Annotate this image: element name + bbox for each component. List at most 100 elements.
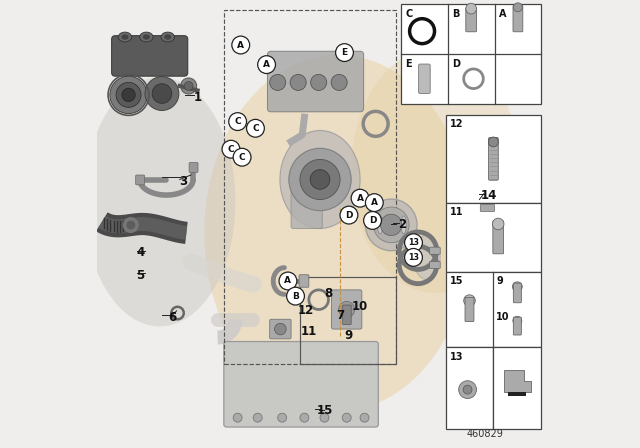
Circle shape <box>466 3 477 14</box>
Circle shape <box>289 148 351 211</box>
Circle shape <box>300 413 309 422</box>
Circle shape <box>404 249 422 266</box>
Text: 11: 11 <box>450 207 463 217</box>
Ellipse shape <box>204 55 472 411</box>
FancyBboxPatch shape <box>111 36 188 76</box>
Text: 8: 8 <box>324 287 332 300</box>
FancyBboxPatch shape <box>488 138 499 180</box>
Text: E: E <box>341 48 348 57</box>
Circle shape <box>253 413 262 422</box>
Text: A: A <box>284 276 291 285</box>
Text: A: A <box>499 9 506 19</box>
Text: A: A <box>371 198 378 207</box>
Text: 12: 12 <box>298 304 314 317</box>
Circle shape <box>258 56 275 73</box>
Bar <box>224 10 396 364</box>
Text: 12: 12 <box>450 119 463 129</box>
Text: 4: 4 <box>136 246 145 259</box>
Ellipse shape <box>140 32 153 42</box>
Text: 3: 3 <box>179 175 187 188</box>
FancyBboxPatch shape <box>513 5 523 32</box>
Text: C: C <box>234 117 241 126</box>
FancyBboxPatch shape <box>299 275 309 287</box>
Circle shape <box>145 77 179 111</box>
Text: C: C <box>228 145 234 154</box>
FancyBboxPatch shape <box>465 297 474 322</box>
Text: E: E <box>406 59 412 69</box>
Circle shape <box>339 302 355 318</box>
Text: 6: 6 <box>168 311 176 324</box>
Text: D: D <box>369 216 376 225</box>
Text: 13: 13 <box>408 238 419 247</box>
Text: A: A <box>237 40 244 50</box>
Circle shape <box>335 44 353 61</box>
Ellipse shape <box>122 34 129 40</box>
Circle shape <box>180 78 196 94</box>
Ellipse shape <box>280 130 360 228</box>
Text: 15: 15 <box>450 276 463 286</box>
Circle shape <box>463 385 472 394</box>
Circle shape <box>351 189 369 207</box>
Circle shape <box>110 76 147 114</box>
Ellipse shape <box>143 34 150 40</box>
Circle shape <box>233 148 251 166</box>
FancyBboxPatch shape <box>268 51 364 112</box>
Text: C: C <box>252 124 259 133</box>
Text: B: B <box>452 9 460 19</box>
Circle shape <box>340 206 358 224</box>
Circle shape <box>122 88 135 102</box>
FancyBboxPatch shape <box>269 319 291 339</box>
Circle shape <box>331 74 347 90</box>
Circle shape <box>228 113 246 130</box>
Text: 9: 9 <box>496 276 503 286</box>
FancyBboxPatch shape <box>513 317 522 335</box>
Circle shape <box>310 170 330 189</box>
Ellipse shape <box>401 216 406 234</box>
Text: 460829: 460829 <box>467 429 503 439</box>
FancyBboxPatch shape <box>224 341 378 427</box>
Text: 10: 10 <box>496 312 509 322</box>
Text: C: C <box>406 9 413 19</box>
Ellipse shape <box>413 235 440 280</box>
Circle shape <box>287 287 305 305</box>
Bar <box>401 4 541 104</box>
Ellipse shape <box>467 184 490 224</box>
FancyBboxPatch shape <box>493 221 504 254</box>
Circle shape <box>373 207 409 243</box>
Circle shape <box>310 74 326 90</box>
FancyBboxPatch shape <box>332 290 362 329</box>
Ellipse shape <box>351 48 520 293</box>
FancyBboxPatch shape <box>429 247 440 254</box>
Ellipse shape <box>84 77 236 327</box>
Text: 1: 1 <box>194 90 202 103</box>
Circle shape <box>184 82 193 90</box>
FancyBboxPatch shape <box>513 283 522 303</box>
Bar <box>300 277 396 364</box>
Polygon shape <box>504 370 531 392</box>
FancyBboxPatch shape <box>419 64 430 94</box>
Text: A: A <box>356 194 364 202</box>
Circle shape <box>365 199 417 251</box>
Text: D: D <box>345 211 353 220</box>
Circle shape <box>365 194 383 211</box>
Polygon shape <box>508 392 526 396</box>
Circle shape <box>364 211 381 229</box>
Circle shape <box>513 316 522 325</box>
FancyBboxPatch shape <box>291 184 322 228</box>
Text: 14: 14 <box>481 189 497 202</box>
Text: C: C <box>239 153 245 162</box>
Ellipse shape <box>161 32 175 42</box>
Text: D: D <box>452 59 460 69</box>
Circle shape <box>492 218 504 230</box>
Circle shape <box>464 295 476 306</box>
Ellipse shape <box>378 216 383 234</box>
Text: 13: 13 <box>408 253 419 262</box>
Circle shape <box>381 214 402 236</box>
Text: 9: 9 <box>344 329 352 342</box>
Text: 5: 5 <box>136 269 145 282</box>
Ellipse shape <box>164 34 172 40</box>
Bar <box>445 272 541 347</box>
Circle shape <box>290 74 306 90</box>
FancyBboxPatch shape <box>136 175 145 185</box>
FancyBboxPatch shape <box>189 163 198 172</box>
